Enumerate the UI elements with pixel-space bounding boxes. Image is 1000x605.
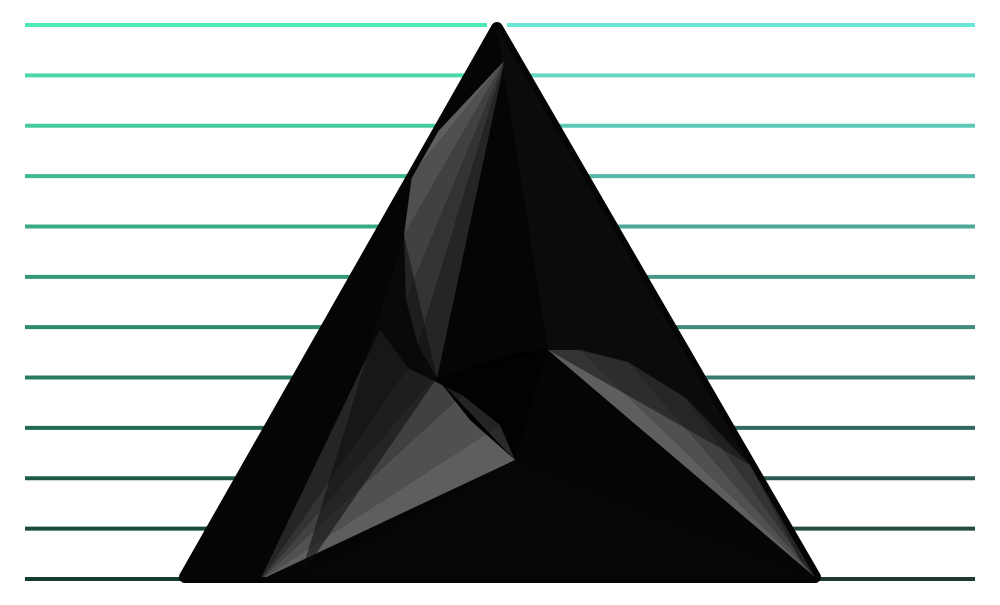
spiral-core: [437, 350, 548, 378]
spiral-shade: [300, 460, 815, 577]
spiral-blade: [404, 60, 505, 300]
spiral-shade: [300, 235, 437, 577]
spiral-blade: [750, 465, 815, 577]
spiral-blade: [406, 60, 505, 345]
spiral-shade: [497, 28, 750, 465]
spiral-blade: [580, 350, 815, 577]
spiral-blade: [418, 60, 505, 378]
spiral-blade: [548, 350, 815, 577]
spiral-blades: [260, 28, 815, 577]
spiral-shade: [437, 350, 548, 460]
spiral-core: [437, 378, 515, 460]
triangle-emblem: [179, 22, 821, 583]
